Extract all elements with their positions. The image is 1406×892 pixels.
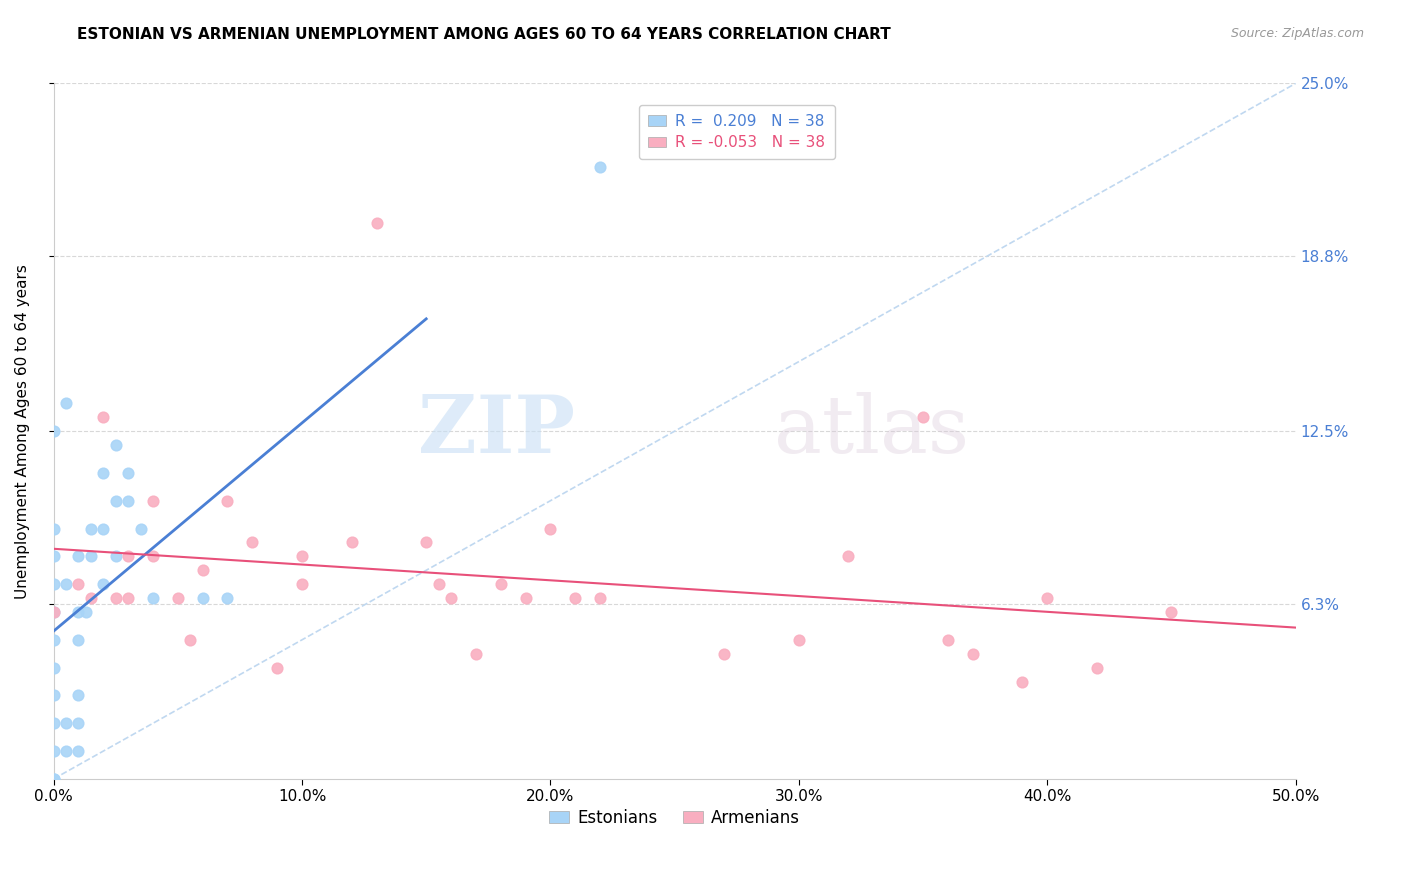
Point — [42, 772, 65, 786]
Point — [42, 632, 65, 647]
Point — [117, 549, 139, 564]
Point — [191, 563, 214, 577]
Point — [80, 591, 103, 606]
Point — [515, 591, 537, 606]
Point — [42, 660, 65, 674]
Point — [67, 689, 90, 703]
Point — [55, 716, 77, 731]
Point — [1085, 660, 1108, 674]
Point — [42, 424, 65, 438]
Point — [464, 647, 486, 661]
Point — [117, 591, 139, 606]
Point — [440, 591, 463, 606]
Y-axis label: Unemployment Among Ages 60 to 64 years: Unemployment Among Ages 60 to 64 years — [15, 264, 30, 599]
Point — [55, 577, 77, 591]
Point — [42, 689, 65, 703]
Point — [67, 716, 90, 731]
Point — [564, 591, 586, 606]
Point — [1160, 605, 1182, 619]
Point — [713, 647, 735, 661]
Point — [55, 744, 77, 758]
Point — [104, 438, 127, 452]
Point — [42, 522, 65, 536]
Point — [266, 660, 288, 674]
Point — [67, 744, 90, 758]
Point — [142, 493, 165, 508]
Text: atlas: atlas — [773, 392, 969, 470]
Point — [837, 549, 859, 564]
Point — [91, 522, 114, 536]
Point — [42, 577, 65, 591]
Legend: Estonians, Armenians: Estonians, Armenians — [543, 802, 807, 833]
Point — [366, 215, 388, 229]
Point — [240, 535, 263, 549]
Point — [589, 591, 612, 606]
Point — [104, 493, 127, 508]
Point — [217, 591, 239, 606]
Point — [104, 591, 127, 606]
Point — [142, 591, 165, 606]
Point — [42, 716, 65, 731]
Point — [489, 577, 512, 591]
Point — [80, 522, 103, 536]
Point — [787, 632, 810, 647]
Point — [117, 466, 139, 480]
Point — [1036, 591, 1059, 606]
Point — [291, 549, 314, 564]
Point — [67, 605, 90, 619]
Point — [911, 410, 934, 425]
Point — [142, 549, 165, 564]
Point — [427, 577, 450, 591]
Point — [42, 605, 65, 619]
Point — [42, 744, 65, 758]
Text: Source: ZipAtlas.com: Source: ZipAtlas.com — [1230, 27, 1364, 40]
Point — [67, 549, 90, 564]
Point — [129, 522, 152, 536]
Point — [538, 522, 561, 536]
Point — [179, 632, 201, 647]
Point — [67, 632, 90, 647]
Point — [291, 577, 314, 591]
Point — [589, 160, 612, 174]
Point — [936, 632, 959, 647]
Point — [75, 605, 97, 619]
Text: ZIP: ZIP — [418, 392, 575, 470]
Point — [42, 605, 65, 619]
Point — [340, 535, 363, 549]
Point — [91, 577, 114, 591]
Point — [42, 772, 65, 786]
Point — [104, 549, 127, 564]
Point — [80, 549, 103, 564]
Point — [1011, 674, 1033, 689]
Text: ESTONIAN VS ARMENIAN UNEMPLOYMENT AMONG AGES 60 TO 64 YEARS CORRELATION CHART: ESTONIAN VS ARMENIAN UNEMPLOYMENT AMONG … — [77, 27, 891, 42]
Point — [91, 410, 114, 425]
Point — [962, 647, 984, 661]
Point — [42, 549, 65, 564]
Point — [67, 577, 90, 591]
Point — [191, 591, 214, 606]
Point — [166, 591, 188, 606]
Point — [415, 535, 437, 549]
Point — [91, 466, 114, 480]
Point — [217, 493, 239, 508]
Point — [117, 493, 139, 508]
Point — [55, 396, 77, 410]
